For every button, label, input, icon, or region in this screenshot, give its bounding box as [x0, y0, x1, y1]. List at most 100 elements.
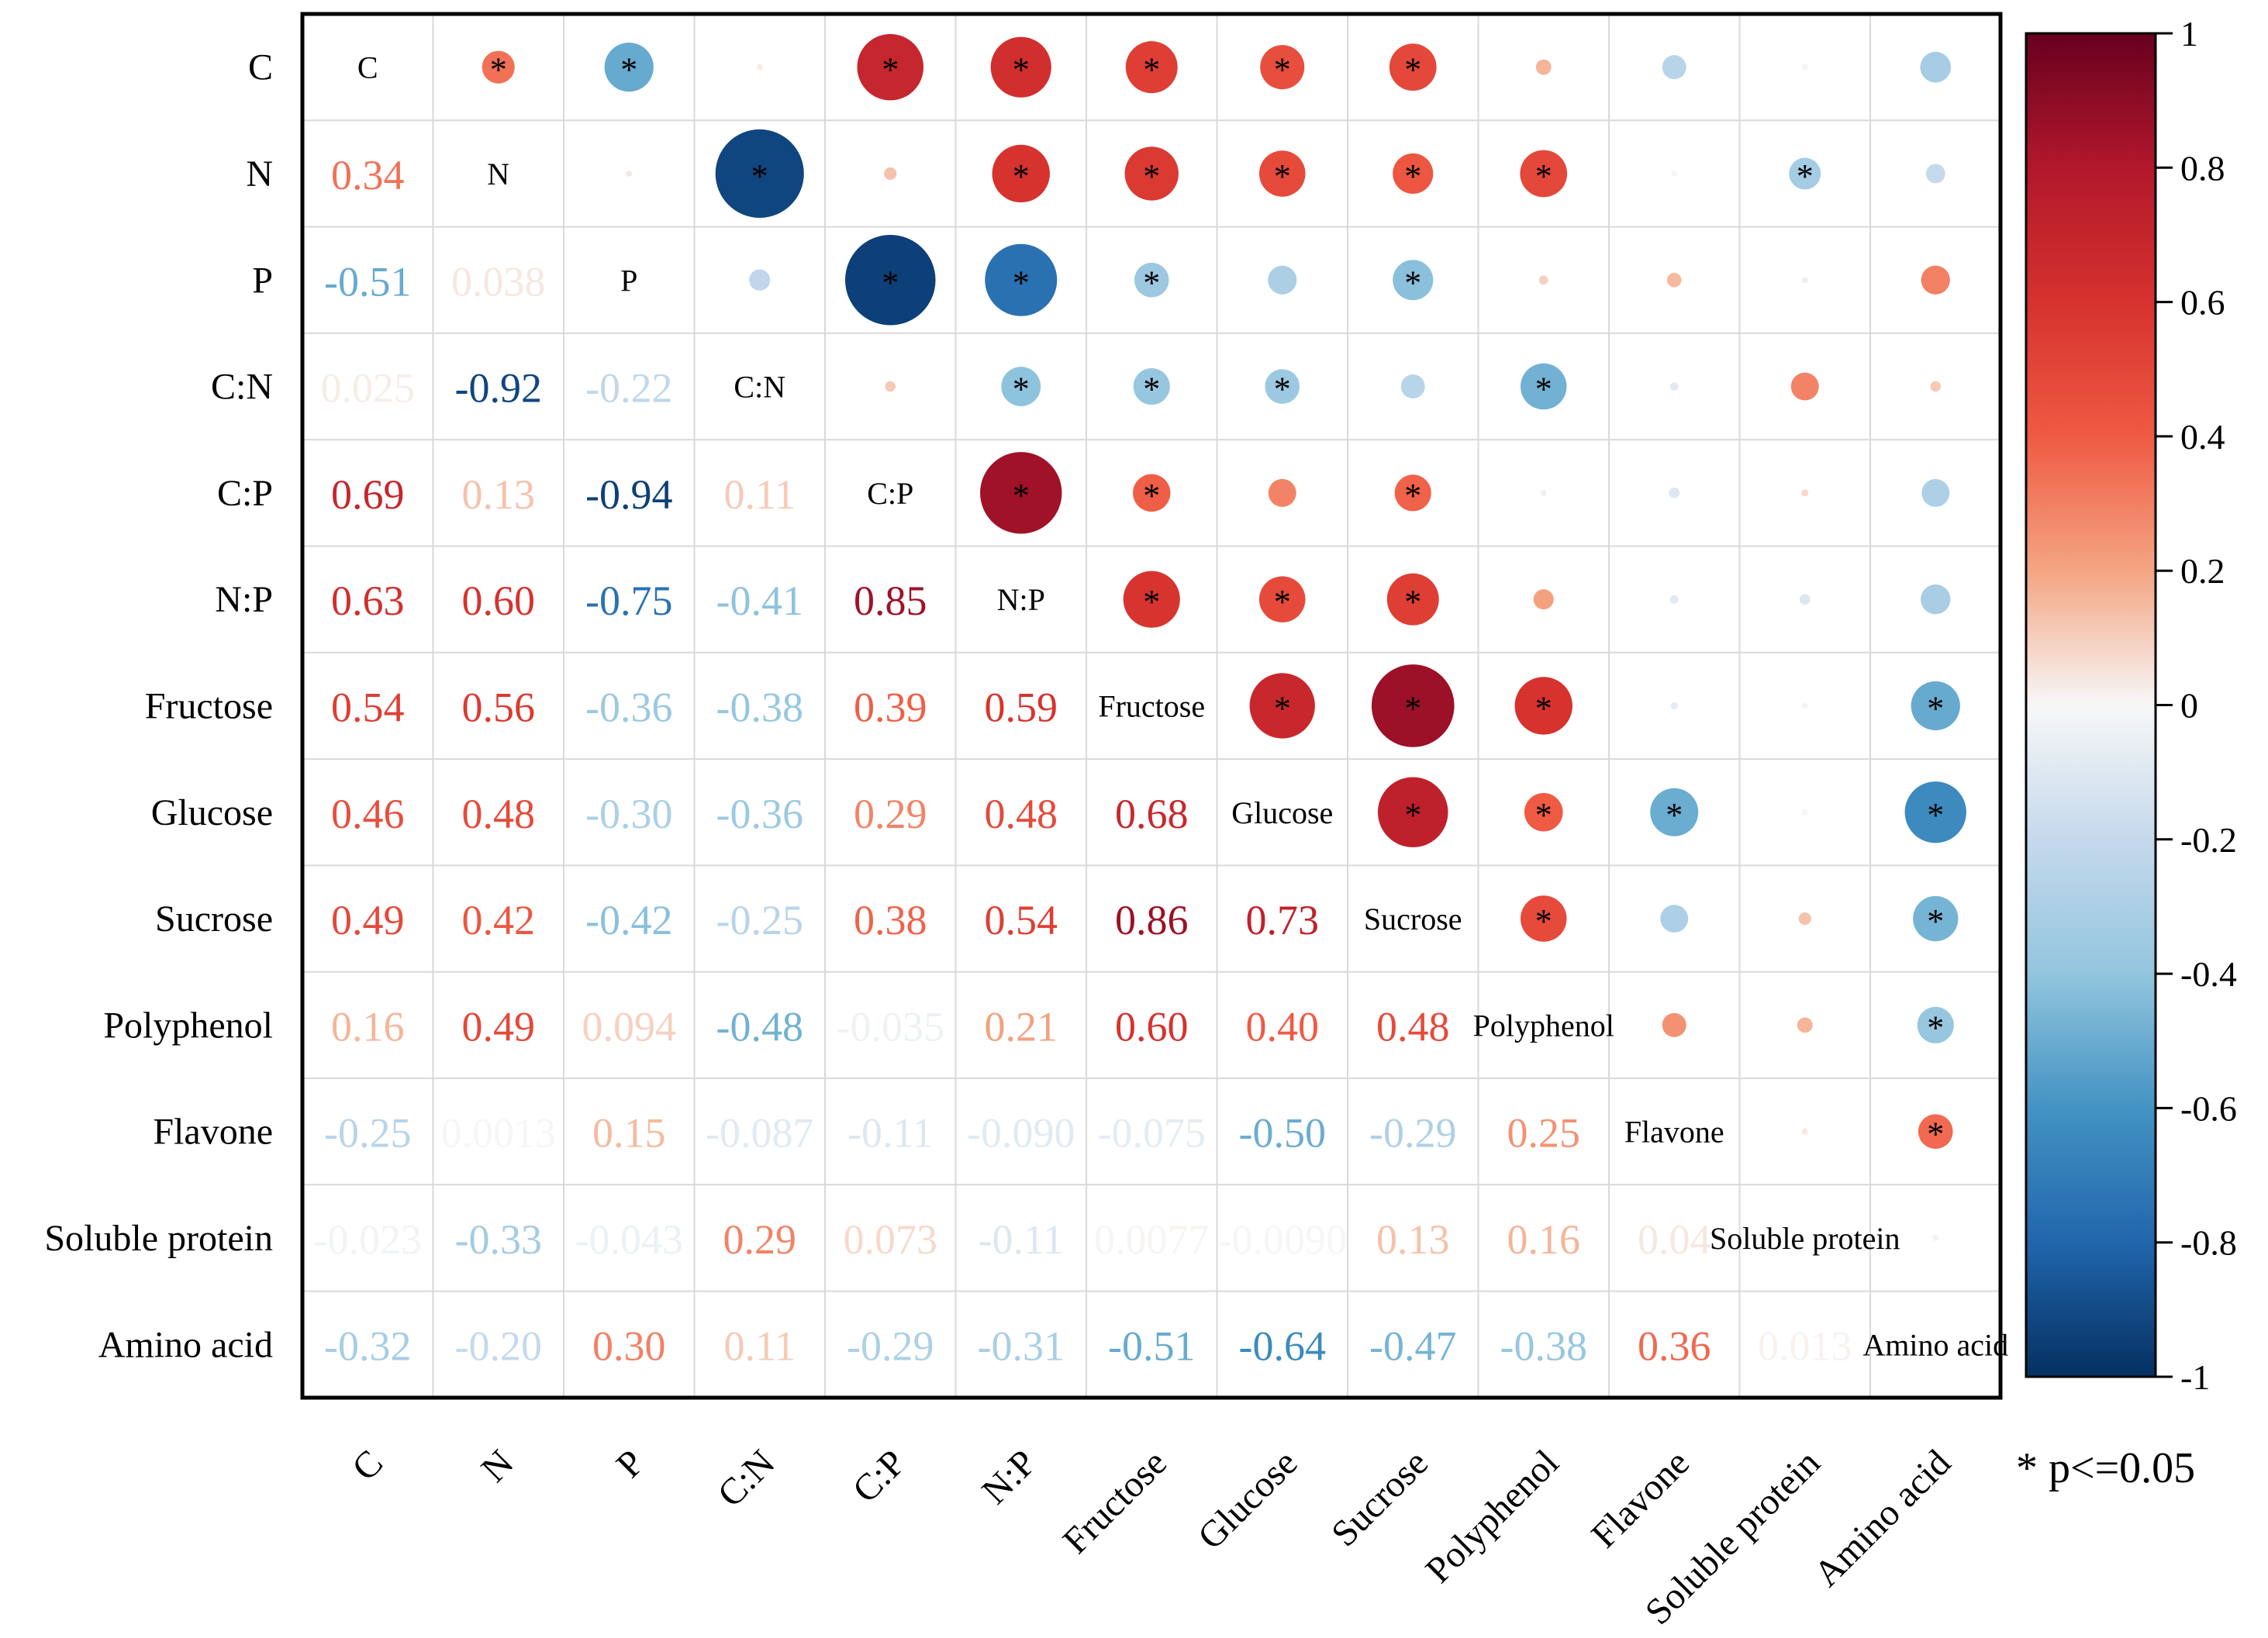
correlation-circle — [1386, 573, 1439, 626]
correlation-value: 0.73 — [1246, 897, 1320, 943]
correlation-value: 0.0013 — [441, 1110, 557, 1157]
correlation-circle — [1801, 277, 1808, 284]
correlation-circle — [1249, 673, 1315, 739]
correlation-circle — [1533, 589, 1554, 610]
correlation-circle — [1799, 594, 1811, 605]
correlation-value: 0.13 — [1376, 1216, 1450, 1263]
correlation-value: 0.48 — [1376, 1003, 1450, 1050]
correlation-circle — [1921, 265, 1950, 295]
correlation-circle — [857, 33, 924, 101]
row-label: Soluble protein — [44, 1218, 273, 1259]
correlation-circle — [1650, 788, 1699, 836]
correlation-value: -0.42 — [585, 897, 672, 943]
significance-star: * — [1274, 157, 1291, 195]
correlation-circle — [1921, 478, 1950, 507]
correlation-value: 0.60 — [1115, 1003, 1189, 1050]
column-label: C:P — [845, 1442, 913, 1510]
correlation-value: -0.75 — [585, 578, 672, 624]
column-label: N — [474, 1442, 522, 1490]
correlation-value: 0.30 — [592, 1322, 666, 1369]
correlation-circle — [1801, 702, 1808, 709]
correlation-value: -0.087 — [706, 1110, 813, 1157]
correlation-value: 0.16 — [331, 1003, 405, 1050]
correlation-value: 0.85 — [854, 578, 927, 624]
significance-star: * — [882, 264, 899, 302]
correlation-value: 0.29 — [723, 1216, 797, 1263]
colorbar-tick-label: 0 — [2180, 686, 2198, 726]
correlation-circle — [1930, 381, 1942, 392]
colorbar-ticks: 1 0.8 0.6 0.4 0.2 0 -0.2 -0.4 -0.6 -0.8 -1 — [2156, 14, 2237, 1397]
correlation-value: -0.043 — [575, 1216, 683, 1263]
significance-star: * — [1143, 477, 1160, 515]
correlation-circle — [626, 170, 633, 177]
correlation-value: 0.36 — [1638, 1322, 1711, 1369]
correlation-value: -0.94 — [585, 471, 672, 518]
correlation-value: -0.32 — [324, 1322, 411, 1369]
correlation-value: -0.31 — [978, 1322, 1065, 1369]
significance-star: * — [1274, 371, 1291, 409]
correlation-circle — [1913, 895, 1959, 942]
correlation-value: -0.38 — [716, 684, 803, 730]
correlation-value: 0.54 — [331, 684, 405, 730]
column-label: Flavone — [1583, 1442, 1697, 1556]
correlation-value: 0.013 — [1758, 1322, 1852, 1369]
correlation-circle — [1001, 367, 1041, 406]
column-label: Glucose — [1190, 1442, 1306, 1557]
diagonal-label: Sucrose — [1364, 902, 1462, 936]
significance-star: * — [1404, 264, 1421, 302]
correlation-circle — [1258, 150, 1306, 197]
correlation-value: 0.04 — [1638, 1216, 1711, 1263]
significance-star: * — [1404, 583, 1421, 621]
row-label: Fructose — [145, 685, 273, 726]
correlation-circle — [1920, 51, 1952, 83]
correlation-value: 0.038 — [451, 258, 546, 305]
column-label: N:P — [974, 1442, 1044, 1512]
significance-star: * — [1013, 264, 1030, 302]
correlation-value: -0.51 — [1108, 1322, 1195, 1369]
correlation-value: 0.21 — [985, 1003, 1058, 1050]
correlation-circle — [1258, 576, 1306, 622]
significance-star: * — [1404, 157, 1421, 195]
correlation-circle — [1268, 478, 1296, 507]
correlation-circle — [1801, 64, 1808, 71]
diagonal-label: Flavone — [1624, 1115, 1724, 1150]
correlation-circle — [1538, 275, 1548, 285]
significance-star: * — [1535, 796, 1552, 834]
row-label: Amino acid — [98, 1324, 273, 1365]
correlation-circle — [1394, 474, 1431, 512]
correlation-circle — [1133, 474, 1171, 512]
row-label: C — [248, 47, 273, 88]
correlation-circle — [985, 243, 1058, 316]
colorbar-tick-label: -0.6 — [2180, 1088, 2237, 1128]
correlation-circle — [1540, 489, 1547, 496]
correlation-circle — [1260, 45, 1305, 90]
colorbar-tick-label: 0.4 — [2180, 417, 2225, 457]
correlation-value: -0.38 — [1500, 1322, 1587, 1369]
correlation-value: -0.47 — [1369, 1322, 1456, 1369]
column-label: Fructose — [1055, 1442, 1175, 1561]
significance-star: * — [1013, 157, 1030, 195]
correlation-value: -0.64 — [1239, 1322, 1326, 1369]
correlation-value: -0.51 — [324, 258, 411, 305]
correlation-circle — [1921, 584, 1951, 615]
correlation-circle — [1666, 272, 1682, 288]
correlation-value: 0.46 — [331, 791, 405, 837]
correlation-value: 0.49 — [331, 897, 405, 943]
significance-star: * — [1274, 583, 1291, 621]
correlation-circle — [1520, 150, 1568, 198]
significance-star: * — [620, 51, 637, 89]
correlation-circle — [1789, 157, 1821, 190]
significance-star: * — [490, 51, 507, 89]
plot-border — [300, 12, 2003, 1400]
significance-star: * — [1535, 371, 1552, 409]
correlation-circle — [1662, 1012, 1686, 1037]
correlation-circle — [482, 50, 515, 84]
correlation-circle — [844, 234, 936, 326]
colorbar-gradient — [2025, 32, 2157, 1378]
correlation-circle — [1123, 571, 1180, 628]
significance-star: * — [1927, 1116, 1944, 1153]
correlation-circle — [1371, 664, 1455, 747]
correlation-circle — [1393, 153, 1434, 194]
correlation-value: -0.22 — [585, 365, 672, 412]
correlation-circle — [1124, 147, 1179, 201]
